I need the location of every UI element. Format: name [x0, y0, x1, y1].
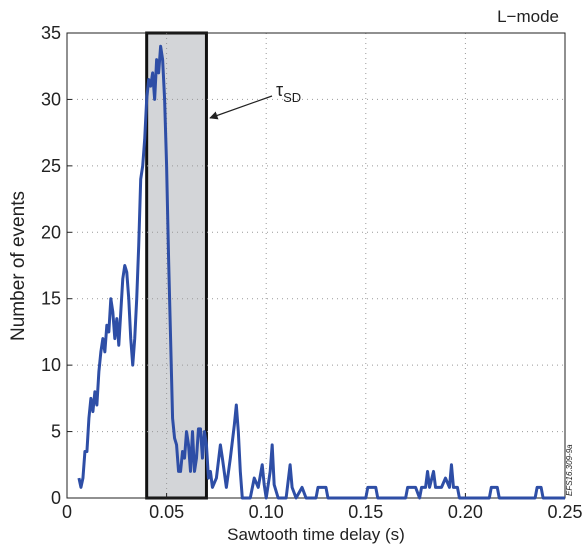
annotation-arrow	[209, 95, 273, 120]
x-tick-label: 0.20	[448, 502, 483, 522]
data-line	[77, 44, 565, 500]
x-axis-label: Sawtooth time delay (s)	[227, 525, 405, 544]
y-tick-label: 10	[41, 355, 61, 375]
x-tick-label: 0.05	[149, 502, 184, 522]
shaded-range	[145, 31, 208, 500]
y-tick-label: 15	[41, 289, 61, 309]
y-tick-label: 0	[51, 488, 61, 508]
annotation-symbol: τ	[276, 80, 283, 100]
x-tick-label: 0	[62, 502, 72, 522]
y-tick-label: 25	[41, 156, 61, 176]
x-tick-label: 0.25	[547, 502, 582, 522]
y-tick-label: 35	[41, 23, 61, 43]
plot-frame	[66, 32, 566, 499]
y-tick-label: 30	[41, 89, 61, 109]
y-tick-label: 20	[41, 222, 61, 242]
x-tick-label: 0.10	[249, 502, 284, 522]
side-label: EFS16.309-9a	[565, 444, 574, 496]
corner-label: L−mode	[497, 7, 559, 26]
y-axis-label: Number of events	[8, 191, 29, 341]
x-tick-label: 0.15	[348, 502, 383, 522]
annotation-subscript: SD	[283, 90, 301, 105]
annotation: τSD	[276, 80, 301, 105]
y-tick-label: 5	[51, 422, 61, 442]
